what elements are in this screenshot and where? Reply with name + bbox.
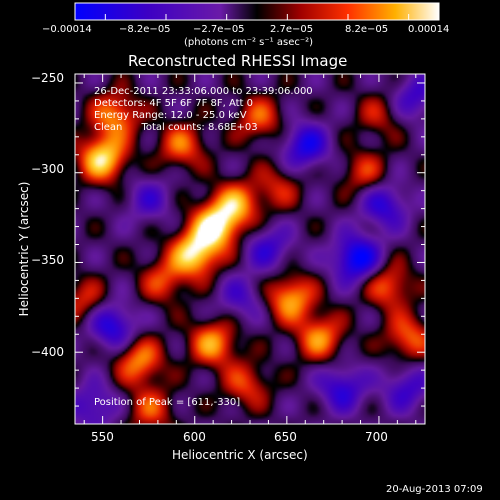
colorbar-tick-label: 8.2e−05 <box>345 24 389 35</box>
annotation-detectors: Detectors: 4F 5F 6F 7F 8F, Att 0 <box>94 98 254 109</box>
y-tick-label: −250 <box>31 71 64 85</box>
colorbar-tick-label: −0.00014 <box>42 24 92 35</box>
y-tick-label: −300 <box>31 162 64 176</box>
footer-timestamp: 20-Aug-2013 07:09 <box>386 484 483 495</box>
x-tick-label: 550 <box>91 430 114 444</box>
annotation-total-counts: Clean Total counts: 8.68E+03 <box>94 122 258 133</box>
heatmap-raster <box>75 74 425 424</box>
annotation-peak-position: Position of Peak = [611,-330] <box>94 397 241 408</box>
colorbar <box>74 2 440 21</box>
y-tick-label: −400 <box>31 345 64 359</box>
x-axis-label: Heliocentric X (arcsec) <box>172 448 308 462</box>
colorbar-tick-label: −2.7e−05 <box>193 24 245 35</box>
y-tick-label: −350 <box>31 253 64 267</box>
colorbar-tick-label: −8.2e−05 <box>119 24 171 35</box>
chart-title: Reconstructed RHESSI Image <box>128 52 348 70</box>
x-tick-label: 650 <box>274 430 297 444</box>
annotation-time-range: 26-Dec-2011 23:33:06.000 to 23:39:06.000 <box>94 86 313 97</box>
axis-ticks <box>75 74 425 425</box>
x-tick-label: 600 <box>183 430 206 444</box>
colorbar-tick-label: 2.7e−05 <box>270 24 314 35</box>
y-axis-label: Heliocentric Y (arcsec) <box>17 181 31 317</box>
colorbar-tick-label: 0.00014 <box>408 24 450 35</box>
annotation-energy-range: Energy Range: 12.0 - 25.0 keV <box>94 110 247 121</box>
colorbar-unit-label: (photons cm⁻² s⁻¹ asec⁻²) <box>184 37 314 48</box>
heatmap-image <box>75 74 425 424</box>
x-tick-label: 700 <box>365 430 388 444</box>
colorbar-ticks <box>104 14 410 20</box>
